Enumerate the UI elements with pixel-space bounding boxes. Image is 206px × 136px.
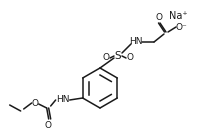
Text: HN: HN (129, 38, 143, 47)
Text: S: S (115, 51, 121, 61)
Text: Na⁺: Na⁺ (169, 11, 187, 21)
Text: O: O (31, 98, 38, 107)
Text: O: O (103, 53, 110, 63)
Text: O: O (126, 53, 133, 63)
Text: HN: HN (56, 95, 69, 104)
Text: O: O (44, 120, 51, 129)
Text: O: O (156, 13, 163, 21)
Text: O⁻: O⁻ (175, 22, 187, 32)
